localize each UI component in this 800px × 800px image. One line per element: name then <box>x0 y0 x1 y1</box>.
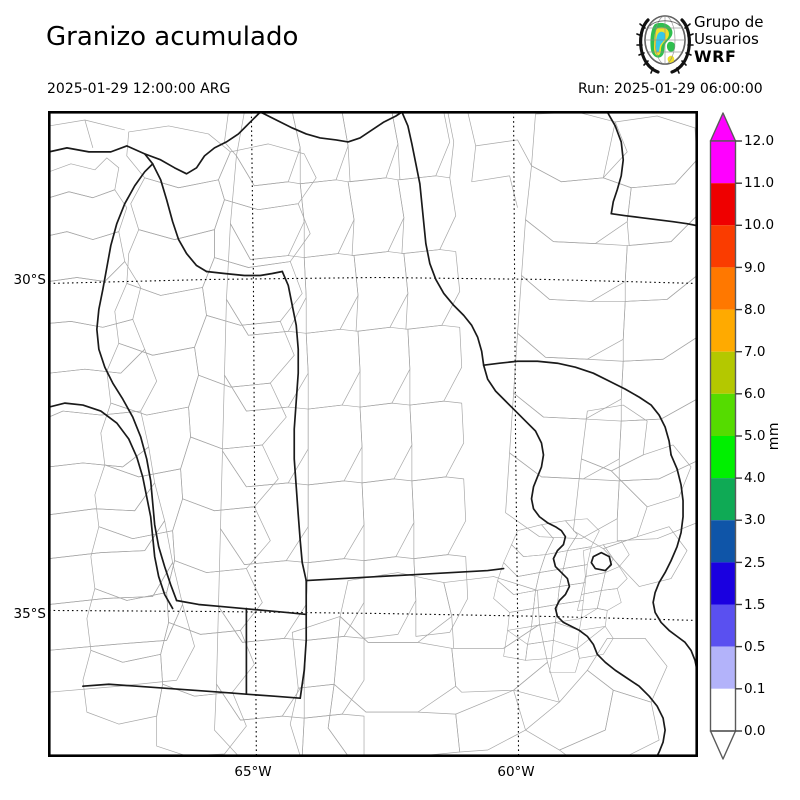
cbar-tick-12-0: 12.0 <box>744 133 775 149</box>
ytick-label-30S: 30°S <box>13 272 47 288</box>
cbar-tick-0-0: 0.0 <box>744 723 766 739</box>
logo-line-2: Usuarios <box>694 30 759 48</box>
colorbar-unit-label: mm <box>766 422 782 451</box>
cbar-tick-0-1: 0.1 <box>744 681 766 697</box>
map-frame-border <box>49 112 697 756</box>
logo-line-3: WRF <box>694 47 737 66</box>
cbar-tick-1-5: 1.5 <box>744 597 766 613</box>
cbar-tick-9-0: 9.0 <box>744 260 766 276</box>
cbar-tick-2-5: 2.5 <box>744 555 766 571</box>
run-time-label: Run: 2025-01-29 06:00:00 <box>578 81 763 97</box>
graticule-lines <box>49 112 697 756</box>
valid-time-label: 2025-01-29 12:00:00 ARG <box>47 81 231 97</box>
page-title: Granizo acumulado <box>46 22 299 52</box>
colorbar-under-arrow <box>709 730 737 760</box>
cbar-tick-10-0: 10.0 <box>744 217 775 233</box>
cbar-tick-6-0: 6.0 <box>744 386 766 402</box>
xtick-label-60W: 60°W <box>497 764 535 780</box>
globe-laurel-emblem-icon <box>636 12 694 74</box>
xtick-label-65W: 65°W <box>234 764 272 780</box>
cbar-tick-4-0: 4.0 <box>744 470 766 486</box>
ytick-label-35S: 35°S <box>13 606 47 622</box>
logo-line-1: Grupo de <box>694 13 764 31</box>
cbar-tick-3-0: 3.0 <box>744 512 766 528</box>
department-boundaries <box>49 112 697 756</box>
colorbar-over-arrow <box>709 112 737 142</box>
colorbar <box>709 112 742 760</box>
cbar-tick-8-0: 8.0 <box>744 302 766 318</box>
cbar-tick-5-0: 5.0 <box>744 428 766 444</box>
cbar-tick-0-5: 0.5 <box>744 639 766 655</box>
wrf-user-group-logo: Grupo de Usuarios WRF <box>636 12 796 74</box>
cbar-tick-11-0: 11.0 <box>744 175 775 191</box>
province-boundaries <box>49 112 697 756</box>
logo-text: Grupo de Usuarios WRF <box>694 13 794 66</box>
map-plot-area <box>48 111 698 757</box>
cbar-tick-7-0: 7.0 <box>744 344 766 360</box>
map-vector-layer <box>49 112 697 756</box>
colorbar-vector <box>709 112 742 760</box>
